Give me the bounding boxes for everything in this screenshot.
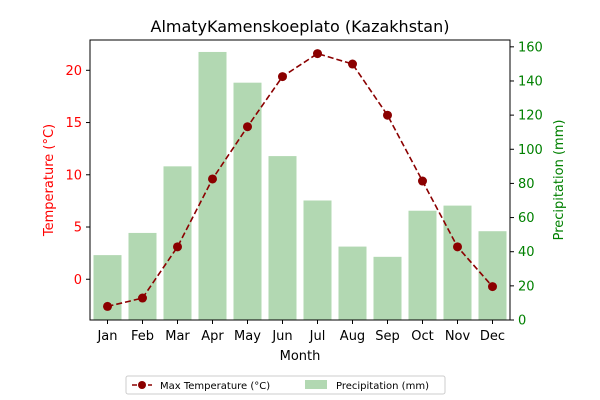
- x-axis-label: Month: [280, 349, 321, 364]
- temperature-point-feb: [138, 293, 147, 303]
- y-right-tick-label: 80: [518, 177, 535, 192]
- temperature-point-jun: [278, 72, 287, 82]
- temperature-line: [103, 49, 497, 311]
- y-left-tick-label: 0: [74, 273, 82, 288]
- x-tick-label: Dec: [480, 329, 505, 344]
- temperature-point-oct: [418, 176, 427, 186]
- x-tick-label: Aug: [340, 329, 365, 344]
- x-tick-label: Jul: [309, 329, 326, 344]
- y-right-tick-label: 40: [518, 245, 535, 260]
- y-axis-right-label: Precipitation (mm): [552, 120, 567, 241]
- precipitation-bar-oct: [408, 210, 437, 320]
- y-axis-left: 0 5 10 15 20: [65, 64, 90, 288]
- precipitation-bar-sep: [373, 256, 402, 320]
- x-tick-label: Nov: [445, 329, 471, 344]
- legend-box: [125, 375, 446, 395]
- legend: Max Temperature (°C) Precipitation (mm): [125, 375, 446, 395]
- y-left-tick-label: 5: [74, 221, 82, 236]
- x-tick-label: Oct: [411, 329, 433, 344]
- chart-title: AlmatyKamenskoeplato (Kazakhstan): [151, 17, 450, 36]
- x-tick-label: Mar: [165, 329, 190, 344]
- y-axis-right: 0 20 40 60 80 100 120 140 160: [510, 40, 543, 329]
- precipitation-bar-jul: [303, 200, 332, 320]
- x-tick-label: Jan: [96, 329, 117, 344]
- temperature-point-apr: [208, 174, 217, 184]
- y-right-tick-label: 0: [518, 314, 526, 329]
- temperature-point-aug: [348, 59, 357, 69]
- temperature-point-mar: [173, 242, 182, 252]
- temperature-point-jan: [103, 301, 112, 311]
- y-right-tick-label: 20: [518, 279, 535, 294]
- precipitation-bar-nov: [443, 205, 472, 320]
- temperature-point-dec: [488, 282, 497, 292]
- temperature-point-jul: [313, 49, 322, 59]
- y-left-tick-label: 15: [65, 116, 82, 131]
- temperature-point-may: [243, 122, 252, 132]
- precipitation-bar-may: [233, 82, 262, 321]
- legend-label-temperature: Max Temperature (°C): [160, 381, 270, 392]
- legend-line-marker: [138, 381, 146, 389]
- precipitation-bar-aug: [338, 246, 367, 320]
- x-tick-label: Apr: [201, 329, 224, 344]
- x-tick-label: Sep: [375, 329, 400, 344]
- temperature-point-sep: [383, 110, 392, 120]
- legend-bar-swatch: [305, 380, 327, 389]
- y-axis-left-label: Temperature (°C): [42, 124, 57, 237]
- y-left-tick-label: 10: [65, 168, 82, 183]
- y-right-tick-label: 60: [518, 211, 535, 226]
- plot-frame: [89, 39, 511, 321]
- temperature-point-nov: [453, 242, 462, 252]
- x-tick-label: Feb: [131, 329, 154, 344]
- precipitation-bar-jun: [268, 156, 297, 320]
- y-right-tick-label: 100: [518, 143, 543, 158]
- x-tick-label: Jun: [271, 329, 292, 344]
- precipitation-bar-apr: [198, 51, 227, 320]
- y-right-tick-label: 120: [518, 109, 543, 124]
- y-left-tick-label: 20: [65, 64, 82, 79]
- y-right-tick-label: 140: [518, 74, 543, 89]
- precipitation-bars: [93, 51, 507, 321]
- x-tick-label: May: [234, 329, 261, 344]
- y-right-tick-label: 160: [518, 40, 543, 55]
- legend-label-precipitation: Precipitation (mm): [336, 381, 429, 392]
- temperature-line-path: [107, 52, 494, 308]
- precipitation-bar-feb: [128, 232, 157, 320]
- x-axis: Jan Feb Mar Apr May Jun Jul Aug Sep Oct Nov Dec: [96, 320, 505, 344]
